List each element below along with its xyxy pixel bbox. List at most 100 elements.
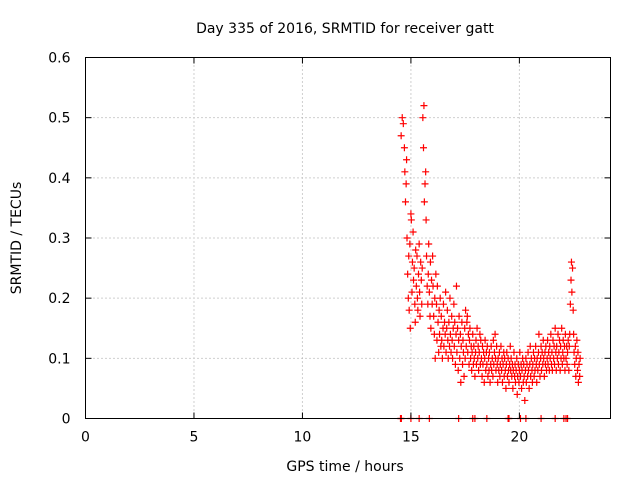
data-point xyxy=(466,324,474,332)
y-tick-label: 0.4 xyxy=(48,171,70,187)
data-point xyxy=(427,324,435,332)
data-point xyxy=(480,378,488,386)
data-point xyxy=(574,378,582,386)
data-point xyxy=(429,252,437,260)
data-point xyxy=(408,258,416,266)
data-point xyxy=(473,324,481,332)
data-point xyxy=(530,372,538,380)
data-point xyxy=(417,258,425,266)
data-point xyxy=(503,348,511,356)
data-point xyxy=(413,294,421,302)
data-point xyxy=(564,336,572,344)
data-point xyxy=(571,342,579,350)
data-point xyxy=(433,282,441,290)
data-point xyxy=(426,258,434,266)
data-point xyxy=(502,384,510,392)
data-point xyxy=(411,318,419,326)
data-point xyxy=(416,288,424,296)
y-tick-label: 0.6 xyxy=(48,51,70,67)
data-point xyxy=(435,306,443,314)
y-axis-title: SRMTID / TECUs xyxy=(9,182,25,295)
data-point xyxy=(401,168,409,176)
data-point xyxy=(445,318,453,326)
data-point xyxy=(451,360,459,368)
data-point xyxy=(563,360,571,368)
x-axis-title: GPS time / hours xyxy=(286,459,403,475)
data-point xyxy=(398,114,406,122)
data-point xyxy=(419,114,427,122)
data-point xyxy=(518,384,526,392)
data-point xyxy=(469,330,477,338)
data-point xyxy=(498,378,506,386)
data-point xyxy=(462,306,470,314)
data-point xyxy=(575,360,583,368)
data-point xyxy=(447,348,455,356)
data-point xyxy=(430,312,438,320)
data-point xyxy=(564,348,572,356)
data-point xyxy=(404,294,412,302)
data-point xyxy=(437,312,445,320)
data-point xyxy=(554,330,562,338)
data-point xyxy=(576,372,584,380)
data-point xyxy=(397,132,405,140)
data-point xyxy=(471,372,479,380)
data-point xyxy=(399,120,407,128)
x-tick-label: 20 xyxy=(510,430,528,446)
x-axis-ticks: 0 5 10 15 20 xyxy=(81,57,528,446)
data-point xyxy=(549,336,557,344)
data-point xyxy=(442,288,450,296)
data-point xyxy=(509,384,517,392)
data-point xyxy=(423,252,431,260)
data-point xyxy=(448,336,456,344)
data-point xyxy=(406,324,414,332)
data-point xyxy=(455,312,463,320)
y-tick-label: 0.5 xyxy=(48,111,70,127)
data-point xyxy=(475,366,483,374)
data-point xyxy=(446,294,454,302)
x-tick-label: 5 xyxy=(190,430,199,446)
data-point xyxy=(422,216,430,224)
data-point xyxy=(419,144,427,152)
data-point xyxy=(417,276,425,284)
x-tick-label: 10 xyxy=(294,430,312,446)
data-point xyxy=(431,354,439,362)
data-point xyxy=(562,354,570,362)
data-point xyxy=(525,384,533,392)
data-point xyxy=(428,276,436,284)
data-point xyxy=(448,312,456,320)
data-point xyxy=(510,348,518,356)
data-point xyxy=(565,366,573,374)
data-point xyxy=(516,348,524,356)
data-point xyxy=(565,342,573,350)
data-point xyxy=(438,336,446,344)
data-point xyxy=(407,216,415,224)
data-point xyxy=(422,168,430,176)
data-point xyxy=(568,288,576,296)
data-point xyxy=(439,300,447,308)
data-point xyxy=(505,378,513,386)
data-point xyxy=(403,156,411,164)
data-point xyxy=(415,240,423,248)
data-point xyxy=(491,330,499,338)
data-point xyxy=(533,378,541,386)
data-point xyxy=(450,300,458,308)
data-point xyxy=(463,312,471,320)
data-point xyxy=(451,318,459,326)
data-point xyxy=(569,264,577,272)
data-point xyxy=(513,390,521,398)
y-tick-label: 0.3 xyxy=(48,231,70,247)
y-tick-label: 0.1 xyxy=(48,351,70,367)
data-point xyxy=(567,276,575,284)
data-point xyxy=(489,372,497,380)
data-point xyxy=(576,354,584,362)
data-point xyxy=(405,306,413,314)
data-point xyxy=(478,372,486,380)
data-point xyxy=(567,258,575,266)
data-point xyxy=(522,378,530,386)
data-point xyxy=(436,294,444,302)
data-point xyxy=(454,324,462,332)
y-tick-label: 0.2 xyxy=(48,291,70,307)
data-point xyxy=(463,318,471,326)
